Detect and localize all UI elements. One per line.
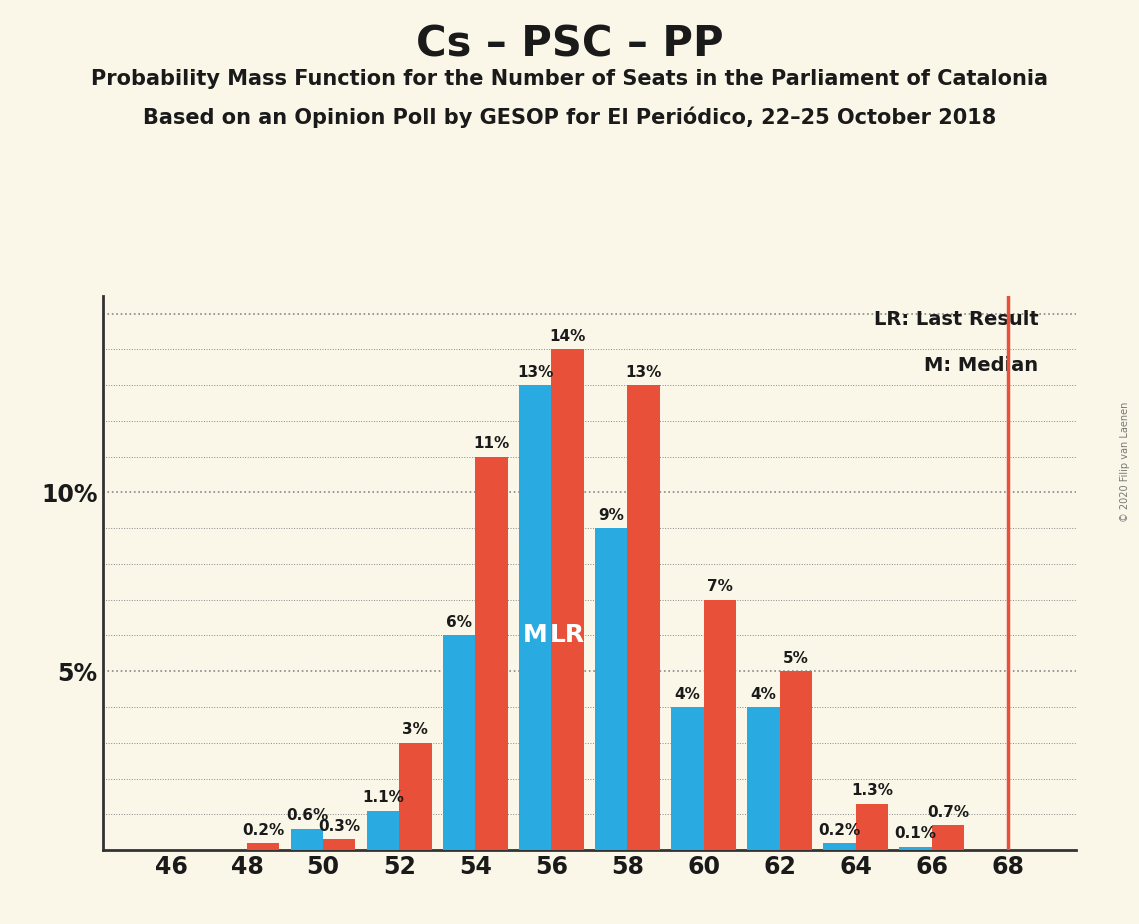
Bar (628, 385, 659, 850)
Bar (519, 385, 551, 850)
Text: 4%: 4% (751, 687, 777, 701)
Bar (367, 810, 400, 850)
Text: 1.3%: 1.3% (851, 784, 893, 798)
Text: 1.1%: 1.1% (362, 790, 404, 806)
Bar (323, 839, 355, 850)
Text: 3%: 3% (402, 723, 428, 737)
Text: 6%: 6% (446, 615, 473, 630)
Text: 14%: 14% (549, 329, 585, 344)
Text: 0.6%: 0.6% (286, 808, 328, 823)
Text: 13%: 13% (625, 365, 662, 380)
Text: 9%: 9% (598, 508, 624, 523)
Bar (596, 529, 628, 850)
Text: LR: LR (550, 624, 585, 648)
Bar (747, 707, 779, 850)
Text: 7%: 7% (707, 579, 732, 594)
Text: Cs – PSC – PP: Cs – PSC – PP (416, 23, 723, 65)
Text: 0.2%: 0.2% (819, 822, 861, 837)
Text: 13%: 13% (517, 365, 554, 380)
Text: 11%: 11% (474, 436, 509, 451)
Text: LR: Last Result: LR: Last Result (874, 310, 1039, 329)
Bar (932, 825, 964, 850)
Text: 0.2%: 0.2% (243, 822, 285, 837)
Bar (551, 349, 583, 850)
Text: 0.3%: 0.3% (318, 819, 360, 834)
Text: Based on an Opinion Poll by GESOP for El Periódico, 22–25 October 2018: Based on an Opinion Poll by GESOP for El… (142, 106, 997, 128)
Bar (443, 636, 475, 850)
Bar (475, 456, 508, 850)
Bar (779, 671, 812, 850)
Bar (290, 829, 323, 850)
Text: M: Median: M: Median (924, 357, 1039, 375)
Bar (704, 600, 736, 850)
Bar (247, 843, 279, 850)
Bar (671, 707, 704, 850)
Bar (823, 843, 855, 850)
Text: 4%: 4% (674, 687, 700, 701)
Text: 0.1%: 0.1% (894, 826, 936, 841)
Text: © 2020 Filip van Laenen: © 2020 Filip van Laenen (1120, 402, 1130, 522)
Text: 0.7%: 0.7% (927, 805, 969, 820)
Bar (900, 846, 932, 850)
Text: Probability Mass Function for the Number of Seats in the Parliament of Catalonia: Probability Mass Function for the Number… (91, 69, 1048, 90)
Bar (400, 743, 432, 850)
Text: M: M (523, 624, 548, 648)
Text: 5%: 5% (782, 650, 809, 666)
Bar (855, 804, 888, 850)
